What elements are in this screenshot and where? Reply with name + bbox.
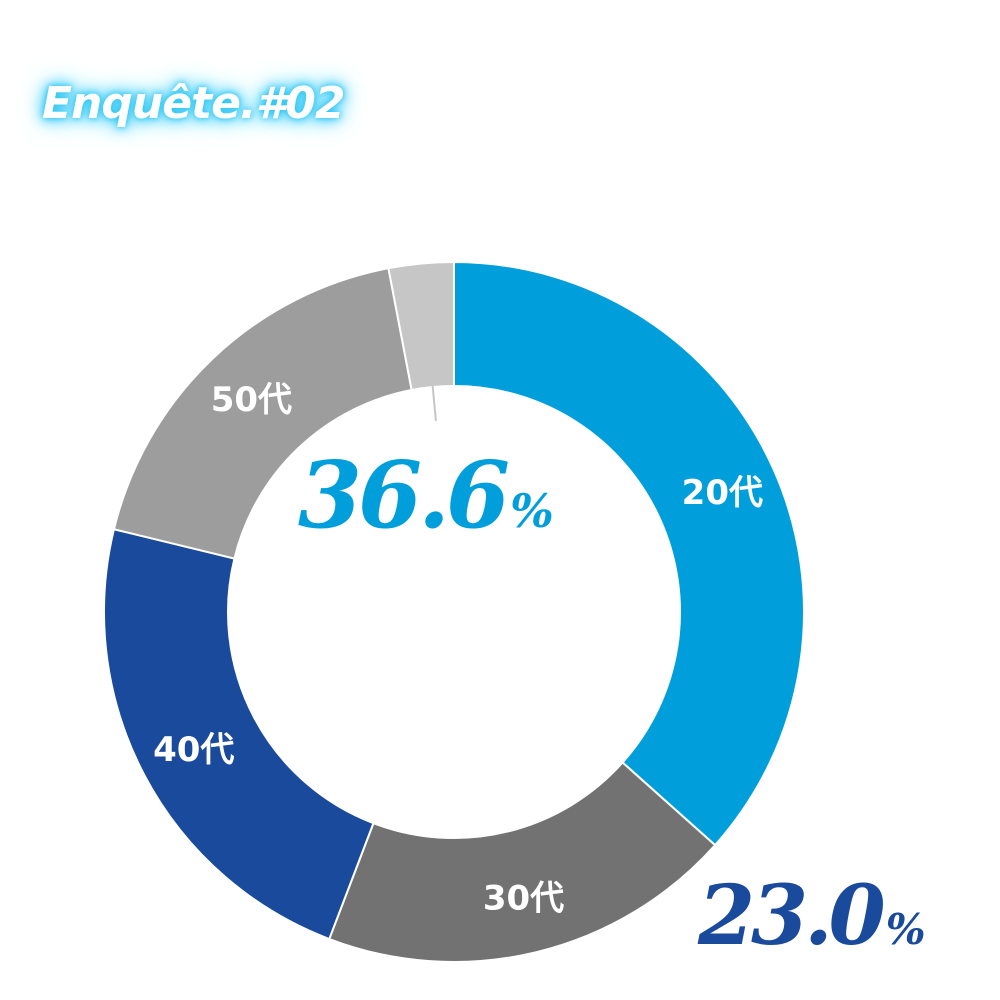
donut-annotations: 36.6% 23.0%: [298, 441, 929, 964]
leader-line: [431, 384, 437, 421]
percentage-annotation: 36.6%: [298, 441, 552, 549]
donut-slices: [103, 260, 805, 963]
donut-slice: [327, 761, 717, 963]
donut-slice: [112, 267, 413, 560]
slice-label: 30代: [483, 879, 564, 919]
percent-sign: %: [886, 905, 925, 954]
donut-labels: 20代 30代 40代 50代: [153, 380, 763, 919]
slice-label: 40代: [153, 730, 234, 770]
donut-slice: [453, 260, 805, 847]
donut-slice: [387, 260, 455, 392]
slice-label: 50代: [211, 380, 292, 420]
percent-sign: %: [510, 484, 552, 538]
percentage-annotation: 23.0%: [697, 868, 925, 964]
donut-slice: [103, 528, 375, 941]
enquete-title: Enquête.#02: [42, 78, 345, 129]
slice-label: 20代: [682, 473, 763, 513]
